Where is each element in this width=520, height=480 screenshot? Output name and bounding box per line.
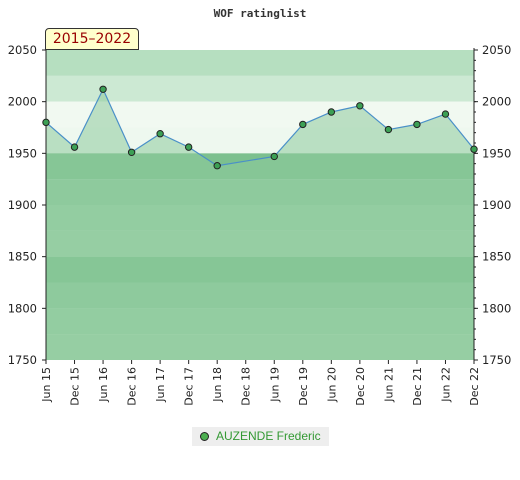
x-tick-label: Jun 18	[211, 367, 224, 403]
right-y-tick-label: 1900	[482, 198, 511, 212]
left-y-tick-label: 1800	[8, 301, 37, 315]
rating-band	[46, 75, 474, 102]
series-layer	[42, 85, 478, 170]
left-y-tick-label: 2000	[8, 95, 37, 109]
x-tick-label: Dec 21	[411, 367, 424, 406]
left-y-tick-label: 1750	[8, 353, 37, 367]
data-point-jun-20	[327, 108, 336, 116]
legend[interactable]: AUZENDE Frederic	[192, 427, 329, 446]
data-point-dec-16	[127, 148, 136, 157]
x-tick-label: Jun 17	[154, 367, 167, 403]
x-tick-label: Dec 20	[354, 367, 367, 406]
data-point-dec-15	[70, 143, 79, 151]
data-point-dec-22	[470, 145, 478, 153]
left-y-axis: 1750 1800 1850 1900 1950 2000 2050	[8, 43, 46, 367]
right-y-tick-label: 1850	[482, 250, 511, 264]
data-point-dec-17	[184, 143, 193, 151]
x-tick-label: Jun 22	[439, 367, 452, 403]
data-point-jun-18	[213, 162, 221, 170]
x-tick-label: Dec 19	[297, 367, 310, 406]
x-tick-label: Jun 15	[40, 367, 53, 403]
data-point-jun-17	[156, 130, 164, 138]
x-tick-label: Dec 16	[126, 367, 139, 406]
data-point-dec-21	[413, 120, 421, 129]
x-tick-label: Dec 22	[468, 367, 481, 406]
right-y-axis: 1750 1800 1850 1900 1950 2000 2050	[474, 43, 511, 367]
x-tick-label: Jun 19	[268, 367, 281, 403]
x-tick-label: Jun 16	[97, 367, 110, 403]
series-area	[46, 89, 474, 361]
right-y-tick-label: 2000	[482, 95, 511, 109]
right-y-tick-label: 1750	[482, 353, 511, 367]
x-axis: Jun 15 Dec 15 Jun 16 Dec 16 Jun 17 Dec 17 Jun …	[40, 360, 481, 406]
x-tick-label: Dec 18	[240, 367, 253, 406]
data-point-dec-19	[299, 120, 307, 129]
data-point-jun-22	[441, 110, 450, 118]
legend-marker-icon	[200, 432, 209, 441]
chart-title: WOF ratinglist	[214, 7, 307, 20]
data-point-jun-19	[270, 152, 278, 161]
data-point-jun-16	[99, 85, 107, 93]
left-y-tick-label: 1850	[8, 250, 37, 264]
x-tick-label: Jun 21	[382, 367, 395, 403]
data-point-jun-15	[42, 118, 50, 127]
period-badge: 2015–2022	[45, 28, 139, 50]
x-tick-label: Dec 15	[69, 367, 82, 406]
data-point-jun-21	[384, 125, 393, 134]
legend-label: AUZENDE Frederic	[216, 429, 321, 443]
left-y-tick-label: 1900	[8, 198, 37, 212]
data-point-dec-20	[356, 102, 364, 110]
rating-band	[46, 50, 474, 76]
left-y-tick-label: 1950	[8, 146, 37, 160]
right-y-tick-label: 1800	[482, 301, 511, 315]
right-y-tick-label: 2050	[482, 43, 511, 57]
left-y-tick-label: 2050	[8, 43, 37, 57]
right-y-tick-label: 1950	[482, 146, 511, 160]
x-tick-label: Jun 20	[325, 367, 338, 403]
x-tick-label: Dec 17	[183, 367, 196, 406]
